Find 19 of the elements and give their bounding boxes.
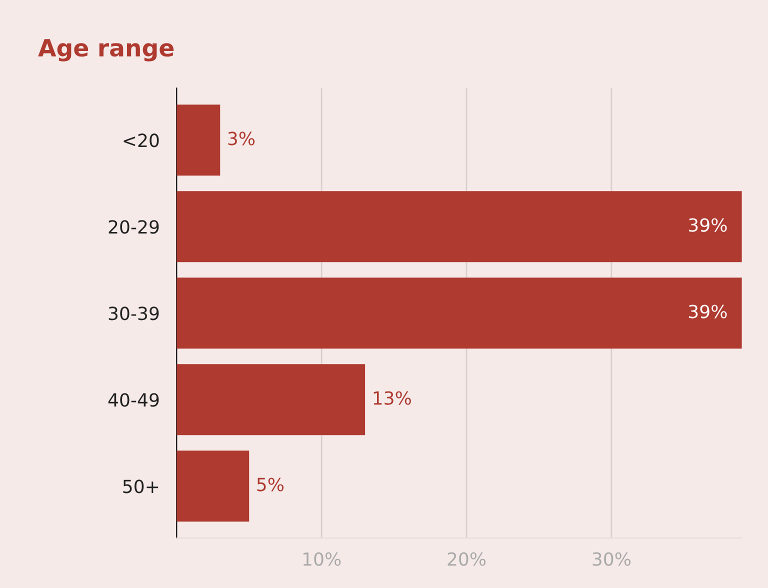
data-label: 3% [228, 132, 255, 146]
chart-title: Age range [38, 39, 174, 62]
data-label: 5% [257, 478, 284, 492]
y-tick-label: 50+ [123, 480, 158, 494]
data-label: 39% [689, 218, 727, 232]
bar [176, 450, 250, 522]
x-tick-label: 20% [448, 552, 486, 566]
x-tick-label: 30% [592, 552, 631, 566]
bar [176, 104, 220, 176]
x-tick-label: 10% [303, 552, 341, 566]
y-tick-label: 30-39 [108, 306, 159, 320]
y-tick-label: 40-49 [108, 393, 159, 407]
bar [176, 191, 742, 262]
y-tick-label: <20 [124, 134, 159, 148]
data-label: 39% [689, 304, 727, 318]
bar [176, 364, 366, 436]
data-label: 13% [374, 391, 411, 405]
bar [176, 278, 742, 349]
y-tick-label: 20-29 [108, 220, 159, 234]
